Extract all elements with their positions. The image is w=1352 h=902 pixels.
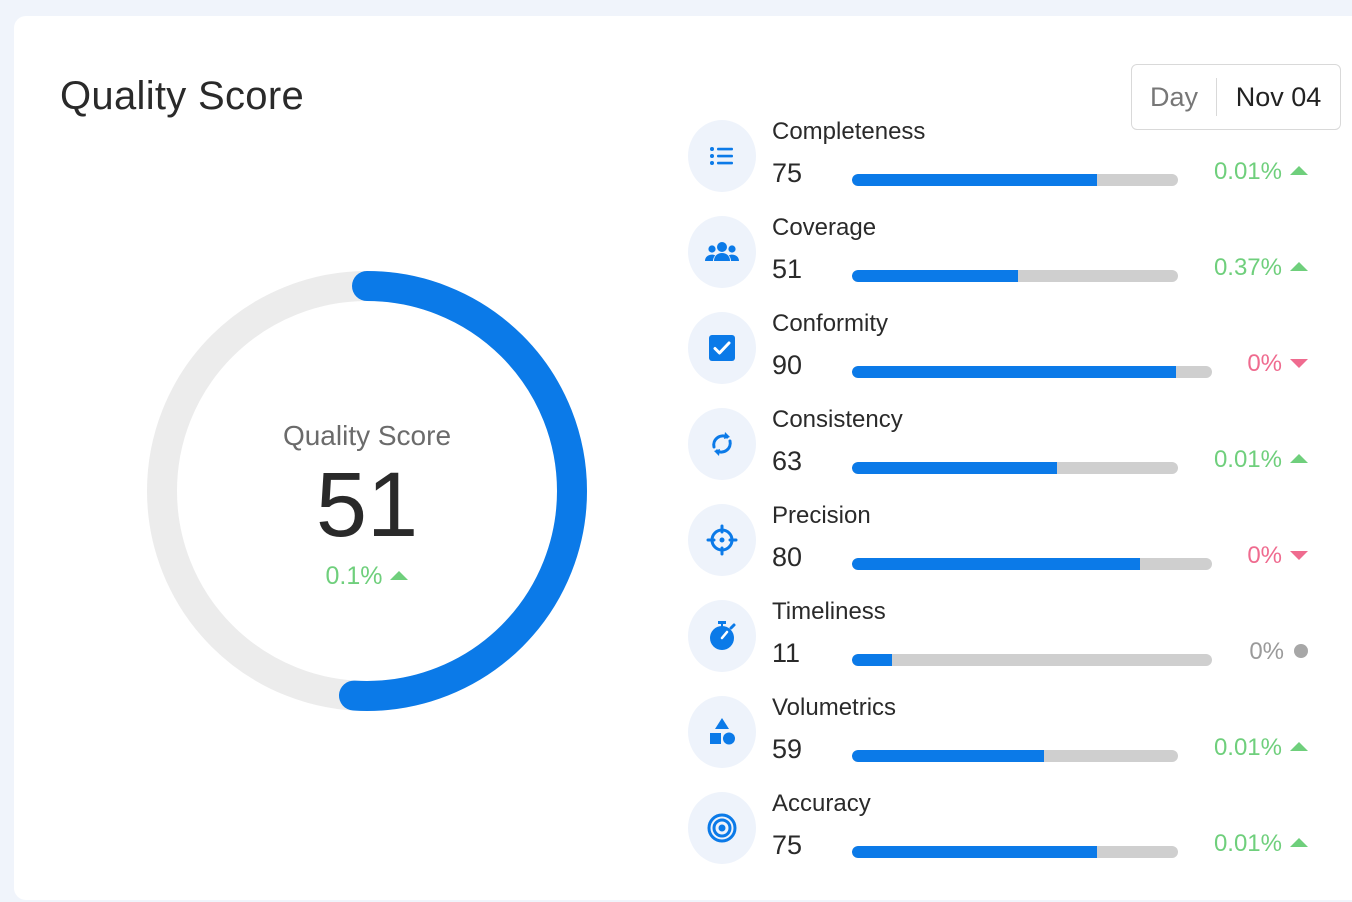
metric-name: Coverage <box>772 214 877 241</box>
metric-progress-bar <box>852 558 1212 570</box>
metric-change: 0.01% <box>1214 734 1308 762</box>
metric-value: 59 <box>772 734 803 764</box>
users-icon <box>688 216 756 288</box>
sync-icon <box>688 408 756 480</box>
metric-change-text: 0.37% <box>1213 254 1282 281</box>
metric-progress-bar <box>852 270 1178 282</box>
gauge-progress-arc <box>147 271 587 711</box>
gauge-label: Quality Score <box>282 420 452 451</box>
metric-change-text: 0% <box>1247 350 1282 377</box>
metric-progress-bar <box>852 174 1178 186</box>
trend-neutral-icon <box>1294 643 1308 658</box>
metric-progress-fill <box>852 750 1045 762</box>
trend-up-icon <box>1290 454 1308 464</box>
metric-row-conformity[interactable]: Conformity 90 0% <box>688 310 1328 406</box>
metric-name: Precision <box>772 502 871 529</box>
metric-change-text: 0.01% <box>1213 158 1282 185</box>
metric-row-volumetrics[interactable]: Volumetrics 59 0.01% <box>688 694 1328 790</box>
metric-row-coverage[interactable]: Coverage 51 0.37% <box>688 214 1328 310</box>
metric-change-text: 0.01% <box>1213 446 1282 473</box>
metric-name: Timeliness <box>772 598 886 625</box>
metric-progress-fill <box>852 462 1058 474</box>
metric-row-accuracy[interactable]: Accuracy 75 0.01% <box>688 790 1328 886</box>
metric-progress-bar <box>852 654 1212 666</box>
gauge-change-text: 0.1% <box>325 562 383 590</box>
metric-value: 90 <box>772 350 803 380</box>
gauge-value: 51 <box>315 454 419 556</box>
metric-row-completeness[interactable]: Completeness 75 0.01% <box>688 118 1328 214</box>
list-icon <box>688 120 756 192</box>
metric-progress-fill <box>852 654 892 666</box>
metric-change-text: 0% <box>1249 638 1284 665</box>
gauge-ring <box>147 271 587 711</box>
date-picker[interactable]: Day Nov 04 <box>1131 64 1341 130</box>
metric-name: Accuracy <box>772 790 871 817</box>
metric-change: 0.37% <box>1214 254 1308 282</box>
metric-row-timeliness[interactable]: Timeliness 11 0% <box>688 598 1328 694</box>
metric-change: 0.01% <box>1214 446 1308 474</box>
metric-name: Conformity <box>772 310 889 337</box>
metric-row-precision[interactable]: Precision 80 0% <box>688 502 1328 598</box>
metric-value: 75 <box>772 830 803 860</box>
metric-value: 63 <box>772 446 803 476</box>
metric-progress-fill <box>852 558 1140 570</box>
metric-progress-fill <box>852 846 1097 858</box>
trend-down-icon <box>1290 551 1308 561</box>
metric-row-consistency[interactable]: Consistency 63 0.01% <box>688 406 1328 502</box>
metric-value: 75 <box>772 158 803 188</box>
metric-name: Consistency <box>772 406 903 433</box>
metric-change-text: 0.01% <box>1213 830 1282 857</box>
trend-up-icon <box>1290 742 1308 752</box>
stopwatch-icon <box>688 600 756 672</box>
target-icon <box>688 792 756 864</box>
metric-value: 80 <box>772 542 803 572</box>
metric-progress-fill <box>852 270 1019 282</box>
metric-progress-bar <box>852 750 1178 762</box>
trend-up-icon <box>1290 262 1308 272</box>
metric-progress-fill <box>852 366 1176 378</box>
metric-change-text: 0.01% <box>1213 734 1282 761</box>
metric-change: 0.01% <box>1214 158 1308 186</box>
trend-up-icon <box>1290 838 1308 848</box>
checkbox-icon <box>688 312 756 384</box>
metric-progress-bar <box>852 846 1178 858</box>
quality-score-card: Quality Score Day Nov 04 <box>14 16 1352 900</box>
metric-name: Volumetrics <box>772 694 897 721</box>
metric-progress-bar <box>852 366 1212 378</box>
trend-up-icon <box>390 570 409 580</box>
metric-change: 0% <box>1247 542 1308 570</box>
metric-change: 0.01% <box>1214 830 1308 858</box>
trend-down-icon <box>1290 359 1308 369</box>
metric-change: 0% <box>1249 638 1308 666</box>
metric-value: 51 <box>772 254 803 284</box>
shapes-icon <box>688 696 756 768</box>
metric-change-text: 0% <box>1247 542 1282 569</box>
crosshair-icon <box>688 504 756 576</box>
period-selector[interactable]: Day <box>1149 81 1198 112</box>
gauge-change: 0.1% <box>146 562 588 591</box>
date-selector[interactable]: Nov 04 <box>1235 81 1322 112</box>
trend-up-icon <box>1290 166 1308 176</box>
quality-score-gauge: Quality Score 51 0.1% <box>146 270 588 712</box>
page-title: Quality Score <box>60 74 304 118</box>
metric-change: 0% <box>1247 350 1308 378</box>
divider <box>1216 78 1217 116</box>
metric-value: 11 <box>772 638 801 668</box>
metric-progress-fill <box>852 174 1097 186</box>
metric-name: Completeness <box>772 118 926 145</box>
metric-progress-bar <box>852 462 1178 474</box>
